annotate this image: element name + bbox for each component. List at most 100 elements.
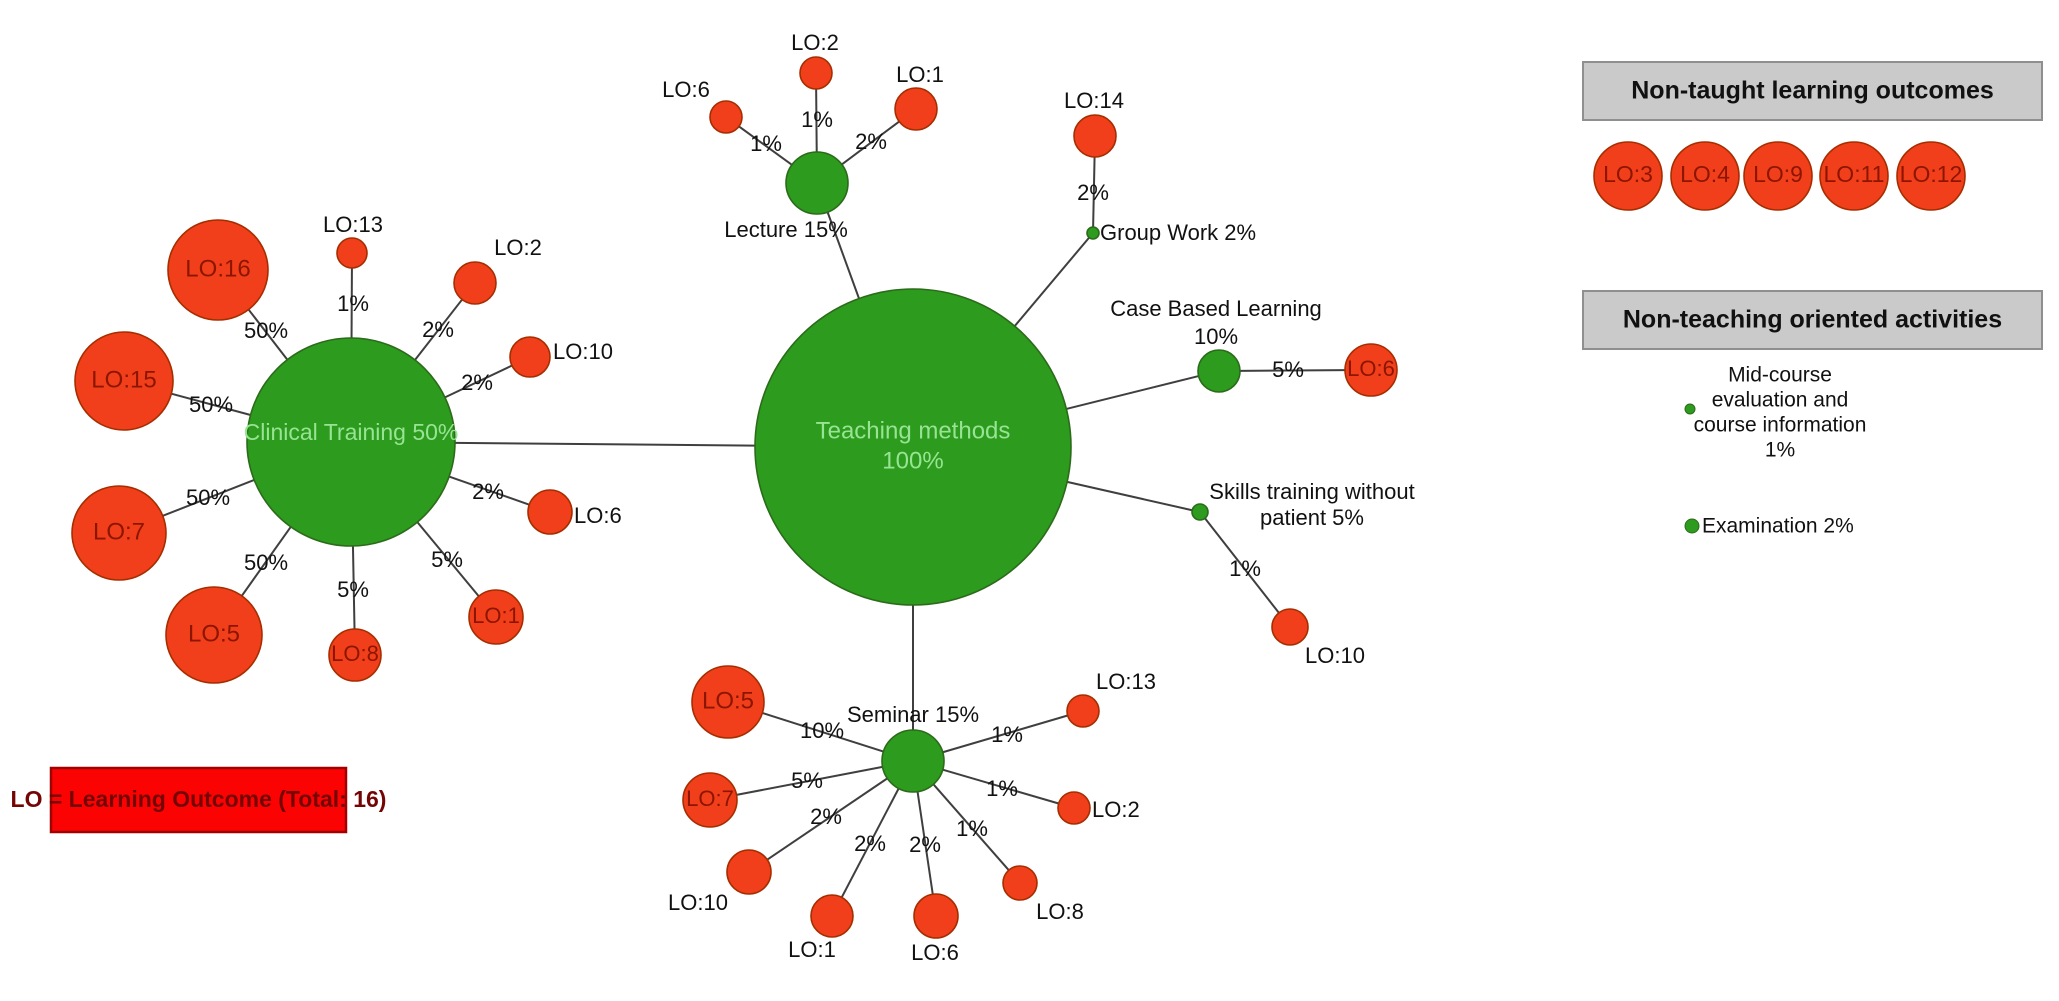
node-clinical-lo-10	[509, 336, 551, 378]
node-clinical-lo-7	[71, 485, 167, 581]
legend-box	[49, 766, 348, 834]
label-non-taught-lo-11: LO:11	[1824, 161, 1885, 187]
pct-seminar-lo-8: 1%	[956, 816, 988, 841]
edge-groupwork-lo-14	[1092, 156, 1096, 228]
node-non-taught-lo-11	[1819, 141, 1889, 211]
node-seminar-lo-2	[1057, 791, 1091, 825]
labels-layer: Teaching methods 100% Clinical Training 50…	[11, 30, 2003, 965]
pct-seminar-lo-1: 2%	[854, 831, 886, 856]
label-cbl-line2: 10%	[1194, 324, 1238, 349]
label-lecture-lo-6: LO:6	[662, 77, 710, 102]
node-seminar-lo-13	[1066, 694, 1100, 728]
node-cbl	[1197, 349, 1241, 393]
edge-seminar-lo-13	[942, 714, 1068, 754]
edge-clinical-lo-6	[448, 475, 530, 506]
label-seminar-lo-6: LO:6	[911, 940, 959, 965]
pct-clinical-lo-7: 50%	[186, 485, 230, 510]
label-clinical-lo-16: LO:16	[185, 255, 250, 282]
label-groupwork: Group Work 2%	[1100, 220, 1256, 245]
edge-teaching-clinical	[454, 441, 756, 447]
edge-clinical-lo-15	[171, 392, 251, 416]
label-cbl: Case Based Learning	[1110, 296, 1322, 321]
edge-clinical-lo-8	[351, 545, 356, 630]
node-clinical-lo-6	[527, 489, 573, 535]
pct-seminar-lo-2: 1%	[986, 776, 1018, 801]
node-lecture-lo-1	[894, 87, 938, 131]
node-seminar-lo-7	[682, 772, 738, 828]
pct-clinical-lo-1: 5%	[431, 547, 463, 572]
node-seminar-lo-5	[691, 665, 765, 739]
label-lecture-lo-1: LO:1	[896, 62, 944, 87]
pct-clinical-lo-5: 50%	[244, 550, 288, 575]
node-teaching-methods	[754, 288, 1072, 606]
node-clinical-lo-13	[336, 237, 368, 269]
label-non-taught-lo-3: LO:3	[1603, 161, 1653, 187]
node-seminar-lo-8	[1002, 865, 1038, 901]
pct-lecture-lo-2: 1%	[801, 107, 833, 132]
edges-layer	[162, 88, 1346, 898]
label-seminar-lo-13: LO:13	[1096, 669, 1156, 694]
node-groupwork	[1086, 226, 1100, 240]
node-groupwork-lo-14	[1073, 114, 1117, 158]
pct-clinical-lo-8: 5%	[337, 577, 369, 602]
pct-seminar-lo-7: 5%	[791, 768, 823, 793]
pct-seminar-lo-10: 2%	[810, 804, 842, 829]
label-clinical-lo-10: LO:10	[553, 339, 613, 364]
edge-seminar-lo-5	[761, 711, 884, 753]
edge-clinical-lo-16	[247, 308, 289, 361]
pct-clinical-lo-13: 1%	[337, 291, 369, 316]
label-clinical-lo-6: LO:6	[574, 503, 622, 528]
label-clinical-lo-7: LO:7	[93, 518, 145, 545]
edge-seminar-lo-1	[840, 788, 900, 898]
pct-skills-lo-10: 1%	[1229, 556, 1261, 581]
pct-clinical-lo-6: 2%	[472, 479, 504, 504]
edge-teaching-cbl	[1066, 375, 1199, 410]
teaching-methods-pct: 100%	[882, 447, 943, 474]
edge-clinical-lo-1	[416, 521, 480, 597]
pct-seminar-lo-5: 10%	[800, 718, 844, 743]
pct-groupwork-lo-14: 2%	[1077, 180, 1109, 205]
dot-mid-course-evaluation	[1684, 403, 1696, 415]
node-seminar-lo-1	[810, 894, 854, 938]
label-seminar-lo-7: LO:7	[686, 786, 734, 811]
label-mid-course-evaluation-line1: Mid-course	[1728, 364, 1832, 387]
edge-lecture-lo-2	[815, 88, 818, 153]
label-mid-course-evaluation-line3: course information	[1694, 414, 1867, 437]
node-skills-lo-10	[1271, 608, 1309, 646]
label-seminar-lo-8: LO:8	[1036, 899, 1084, 924]
edge-clinical-lo-2	[414, 298, 463, 361]
node-clinical-lo-2	[453, 261, 497, 305]
node-cbl-lo-6	[1344, 343, 1398, 397]
label-clinical-lo-15: LO:15	[91, 366, 156, 393]
node-lecture-lo-6	[709, 100, 743, 134]
edge-clinical-lo-5	[240, 526, 292, 597]
node-clinical	[246, 337, 456, 547]
edge-seminar-lo-7	[736, 765, 883, 796]
pct-seminar-lo-13: 1%	[991, 722, 1023, 747]
node-seminar-lo-6	[913, 893, 959, 939]
legend-note: LO = Learning Outcome (Total: 16)	[11, 786, 387, 812]
label-seminar: Seminar 15%	[847, 702, 979, 727]
label-mid-course-evaluation-line2: evaluation and	[1712, 389, 1849, 412]
edge-lecture-lo-1	[841, 120, 900, 166]
label-clinical-lo-5: LO:5	[188, 620, 240, 647]
panel-non-teaching-title: Non-teaching oriented activities	[1623, 306, 2002, 334]
pct-clinical-lo-15: 50%	[189, 392, 233, 417]
label-seminar-lo-1: LO:1	[788, 937, 836, 962]
pct-clinical-lo-16: 50%	[244, 318, 288, 343]
edge-clinical-lo-7	[162, 479, 255, 517]
label-non-taught-lo-12: LO:12	[1900, 161, 1963, 187]
label-non-taught-lo-9: LO:9	[1753, 161, 1803, 187]
edge-cbl-lo-6	[1239, 369, 1346, 372]
label-lecture-lo-2: LO:2	[791, 30, 839, 55]
label-mid-course-evaluation-line4: 1%	[1765, 439, 1795, 462]
pct-cbl-lo-6: 5%	[1272, 357, 1304, 382]
label-clinical: Clinical Training 50%	[244, 419, 459, 445]
panel-non-teaching-box	[1582, 290, 2043, 350]
label-clinical-lo-2: LO:2	[494, 235, 542, 260]
label-seminar-lo-10: LO:10	[668, 890, 728, 915]
label-lecture: Lecture 15%	[724, 217, 848, 242]
node-clinical-lo-15	[74, 331, 174, 431]
